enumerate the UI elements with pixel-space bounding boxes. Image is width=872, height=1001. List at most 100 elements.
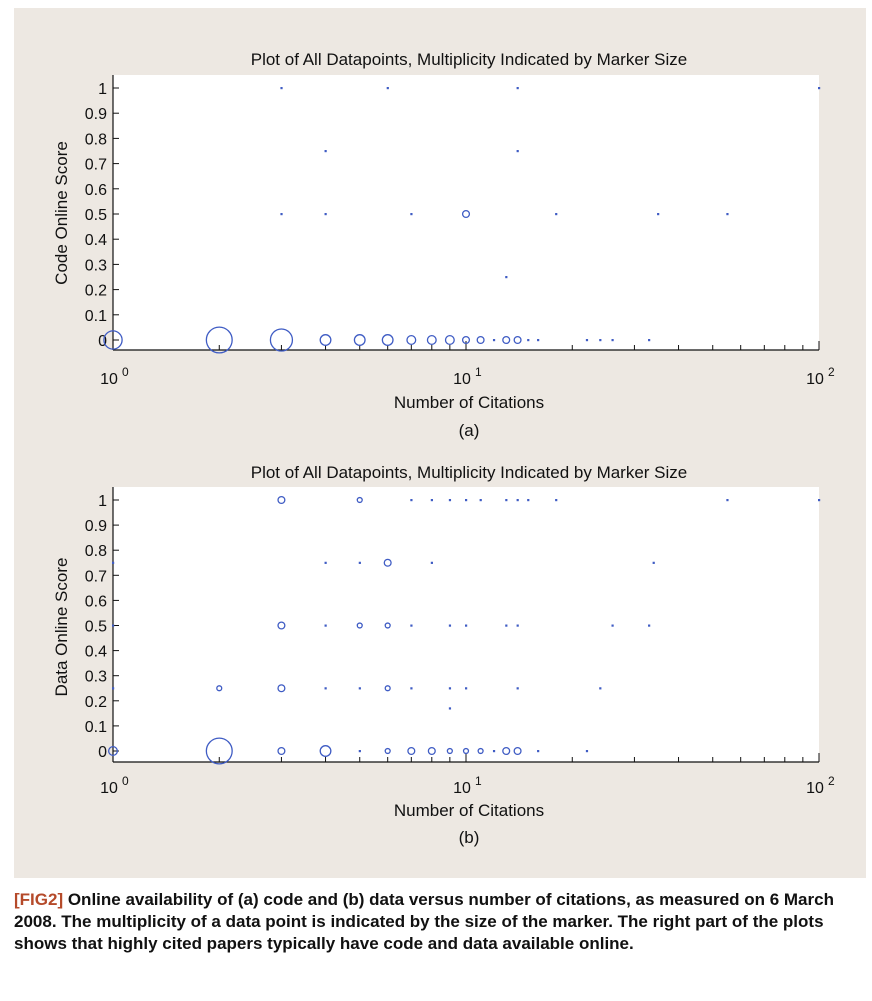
chart-b-point xyxy=(448,687,452,690)
chart-b-point xyxy=(516,687,519,690)
chart-b: Plot of All Datapoints, Multiplicity Ind… xyxy=(52,463,835,847)
chart-a-point xyxy=(461,335,471,345)
chart-a-ytick-label: 0.7 xyxy=(85,157,107,174)
chart-a-plot-area xyxy=(113,75,819,350)
chart-b-ytick-label: 0.2 xyxy=(85,694,107,711)
chart-b-point xyxy=(324,561,327,564)
chart-b-point xyxy=(324,687,327,690)
chart-b-point xyxy=(465,624,468,627)
chart-a-xtick-label: 10 xyxy=(100,371,118,388)
chart-b-point xyxy=(599,687,602,690)
chart-b-point xyxy=(112,624,115,627)
chart-b-point xyxy=(585,750,589,753)
chart-a-point xyxy=(444,334,455,345)
chart-b-point xyxy=(277,621,286,630)
chart-a-point xyxy=(269,328,294,352)
chart-b-xtick-label: 10 xyxy=(100,780,118,797)
chart-a-axes: 0 0.1 0.2 0.3 0.4 0.5 0.6 0.7 0.8 0.9 1 10 0 10 1 10 2 xyxy=(85,75,835,388)
chart-b-point xyxy=(356,496,363,504)
chart-b-ytick-label: 0.7 xyxy=(85,568,107,585)
chart-b-point xyxy=(277,495,286,505)
chart-a-ytick-label: 0.6 xyxy=(85,182,107,199)
chart-a-ytick-label: 0.1 xyxy=(85,308,107,325)
chart-b-xtick-exponent: 1 xyxy=(475,774,482,788)
chart-b-point xyxy=(112,561,115,564)
chart-b-ytick-label: 0.4 xyxy=(85,644,107,661)
chart-a-ytick-label: 0.3 xyxy=(85,257,107,274)
chart-b-point xyxy=(358,750,361,753)
chart-b-point xyxy=(319,745,332,757)
chart-a-point xyxy=(648,339,651,342)
chart-a-point xyxy=(726,213,729,216)
chart-a: Plot of All Datapoints, Multiplicity Ind… xyxy=(52,50,835,440)
caption-tag: [FIG2] xyxy=(14,890,64,909)
chart-a-xtick-label: 10 xyxy=(806,371,824,388)
chart-b-point xyxy=(652,561,655,564)
chart-b-point xyxy=(324,624,327,627)
chart-a-point xyxy=(386,87,389,90)
chart-b-point xyxy=(448,624,452,627)
chart-b-point xyxy=(611,624,614,627)
chart-b-point xyxy=(505,624,508,627)
chart-b-ytick-label: 1 xyxy=(98,493,107,510)
figure-caption: [FIG2] Online availability of (a) code a… xyxy=(14,889,864,955)
chart-b-point xyxy=(648,624,651,627)
chart-b-point xyxy=(384,747,391,755)
figure-charts: Plot of All Datapoints, Multiplicity Ind… xyxy=(52,50,835,847)
chart-a-ytick-label: 0.8 xyxy=(85,131,107,148)
chart-b-ylabel: Data Online Score xyxy=(52,558,71,697)
chart-b-point xyxy=(465,499,468,502)
chart-a-point xyxy=(611,339,614,342)
chart-b-ytick-label: 0 xyxy=(98,744,107,761)
chart-b-point xyxy=(410,499,413,502)
chart-b-ytick-label: 0.8 xyxy=(85,543,107,560)
chart-a-point xyxy=(513,335,522,345)
chart-b-point xyxy=(384,622,391,629)
chart-a-point xyxy=(103,330,123,350)
chart-b-point xyxy=(358,561,361,564)
chart-a-sublabel: (a) xyxy=(459,421,480,440)
chart-b-point xyxy=(430,499,433,502)
chart-a-ytick-label: 0.9 xyxy=(85,106,107,123)
chart-a-xtick-exponent: 2 xyxy=(828,365,835,379)
chart-a-ytick-label: 1 xyxy=(98,81,107,98)
chart-a-point xyxy=(280,213,283,216)
chart-a-point xyxy=(426,334,437,345)
chart-a-point xyxy=(353,334,366,346)
chart-b-point xyxy=(505,499,508,502)
chart-b-point xyxy=(112,687,115,690)
chart-b-point xyxy=(462,747,470,755)
chart-a-point xyxy=(537,339,540,342)
chart-a-ylabel: Code Online Score xyxy=(52,141,71,285)
chart-a-point xyxy=(599,339,602,342)
chart-b-axes: 0 0.1 0.2 0.3 0.4 0.5 0.6 0.7 0.8 0.9 1 10 0 10 1 10 2 xyxy=(85,487,835,797)
chart-b-point xyxy=(277,684,286,693)
chart-a-point xyxy=(502,335,511,345)
chart-b-xtick-exponent: 0 xyxy=(122,774,129,788)
chart-b-point xyxy=(527,499,530,502)
chart-b-point xyxy=(513,746,522,756)
chart-a-ytick-label: 0.2 xyxy=(85,283,107,300)
chart-a-point xyxy=(280,87,283,90)
chart-b-point xyxy=(446,747,453,755)
chart-b-point xyxy=(410,687,413,690)
chart-a-point xyxy=(527,339,530,342)
chart-b-point xyxy=(356,622,363,629)
chart-b-point xyxy=(516,624,519,627)
chart-a-point xyxy=(461,209,471,219)
chart-a-point xyxy=(492,339,496,342)
caption-text: Online availability of (a) code and (b) … xyxy=(14,890,834,953)
chart-b-point xyxy=(427,746,436,756)
chart-b-point xyxy=(448,499,452,502)
chart-b-point xyxy=(410,624,413,627)
chart-b-ytick-label: 0.5 xyxy=(85,619,107,636)
chart-a-point xyxy=(205,326,233,354)
chart-a-xtick-label: 10 xyxy=(453,371,471,388)
chart-b-point xyxy=(358,687,361,690)
chart-a-point xyxy=(657,213,660,216)
chart-a-point xyxy=(381,334,394,346)
chart-a-point xyxy=(818,87,821,90)
chart-b-point xyxy=(108,746,119,757)
chart-b-point xyxy=(383,558,392,567)
chart-b-point xyxy=(537,750,540,753)
